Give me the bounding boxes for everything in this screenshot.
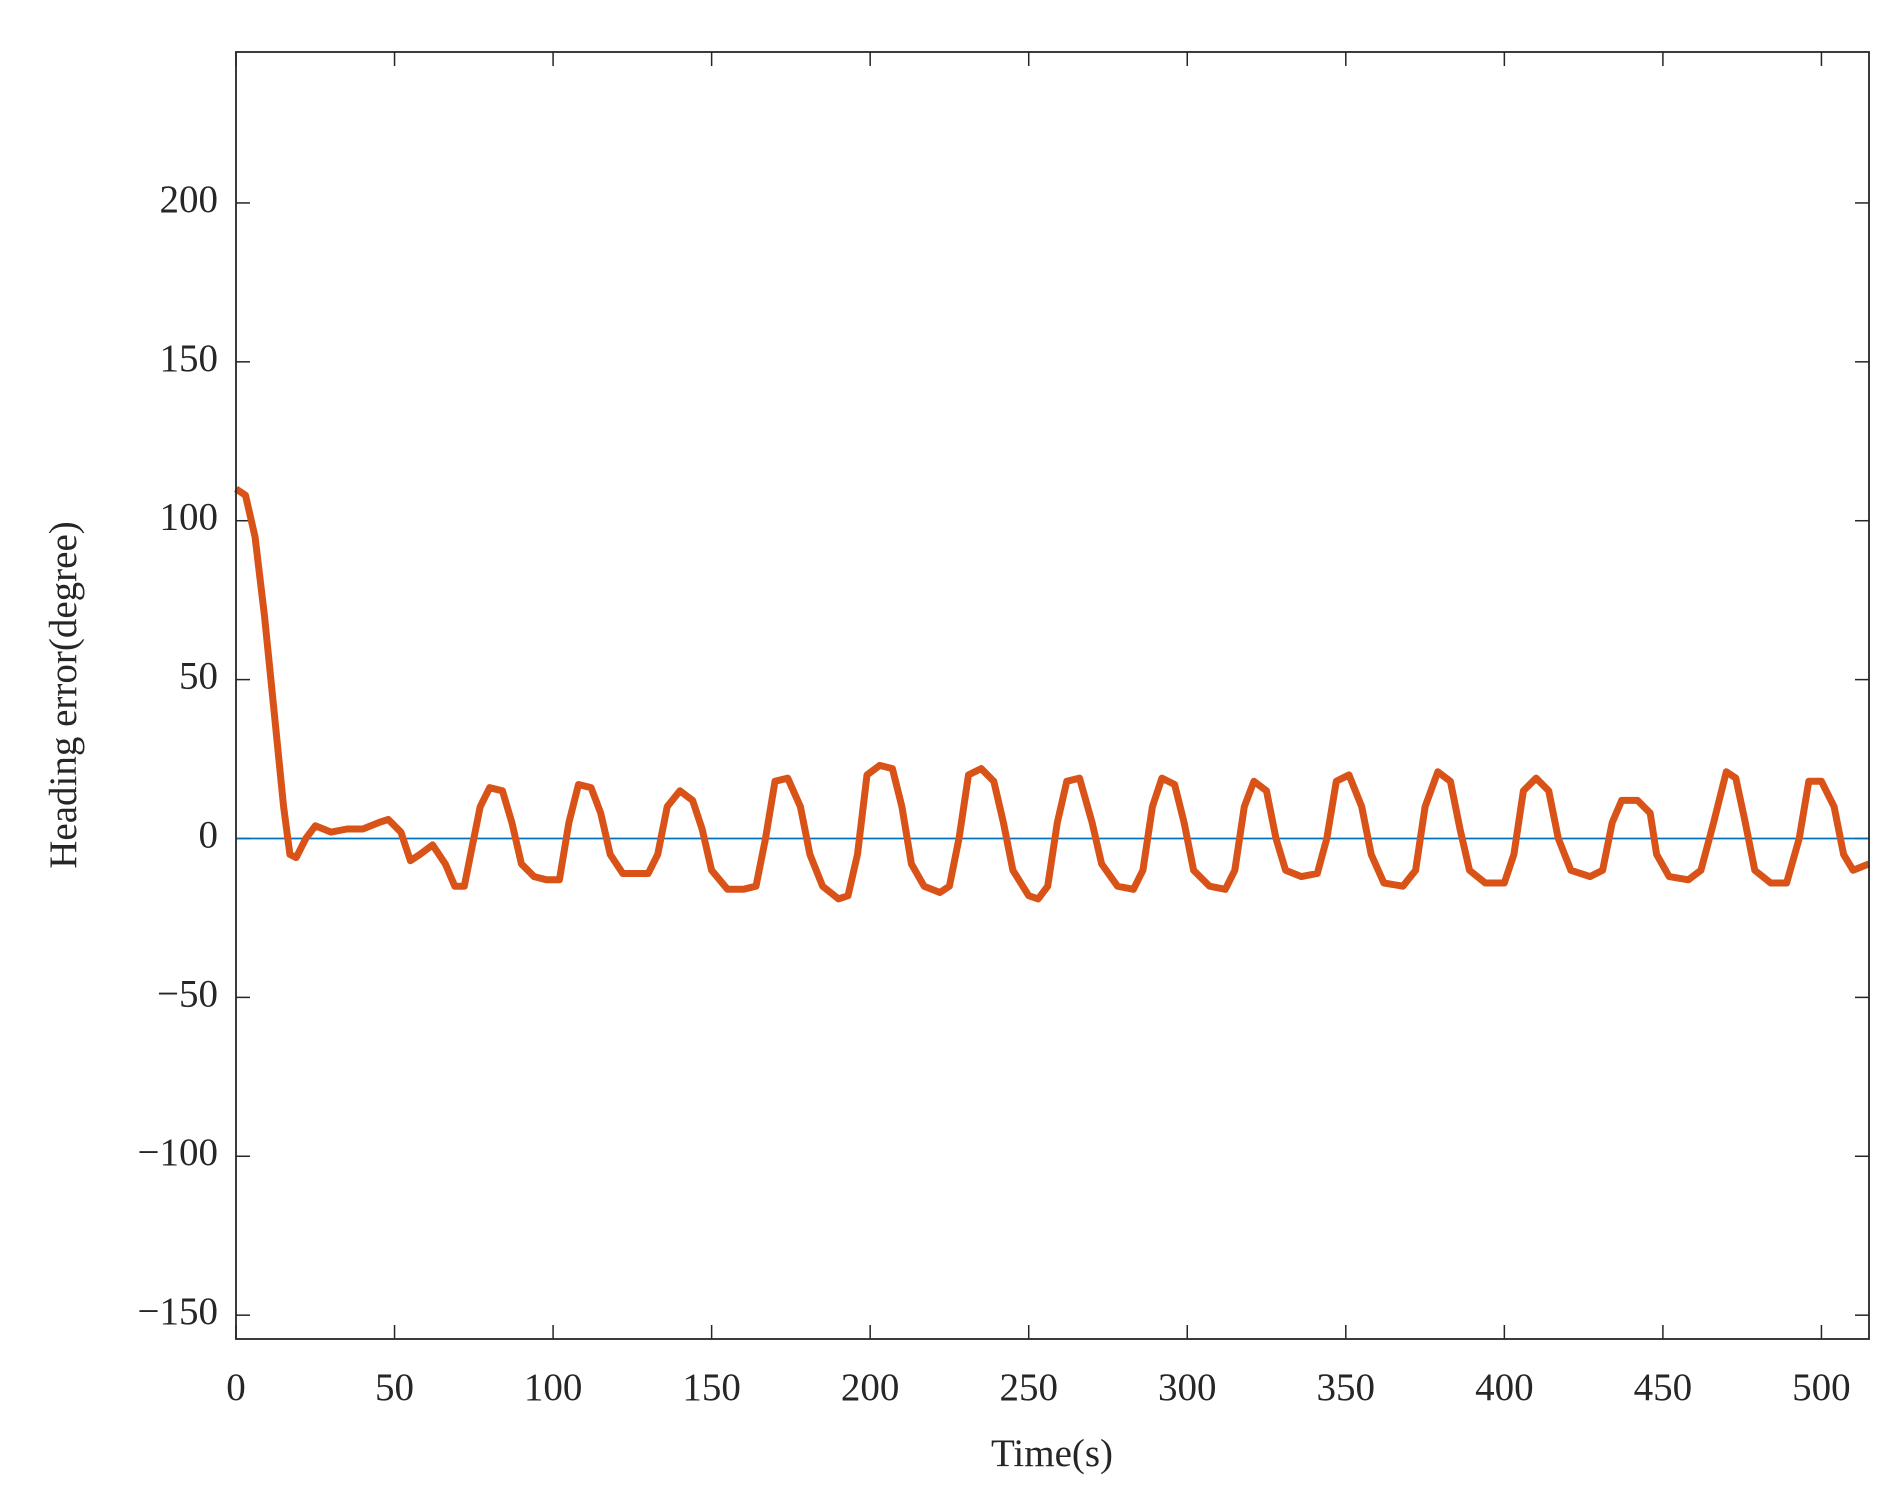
x-tick-label: 150: [682, 1366, 741, 1409]
x-tick-label: 350: [1317, 1366, 1376, 1409]
y-tick-label: −150: [138, 1290, 219, 1333]
y-tick-label: 150: [160, 337, 219, 380]
y-tick-label: −100: [138, 1131, 219, 1174]
plot-frame: [235, 51, 1870, 1340]
y-tick-label: 100: [160, 496, 219, 539]
data-line: [234, 485, 1871, 903]
y-tick-label: 0: [199, 813, 219, 856]
x-tick-label: 100: [524, 1366, 583, 1409]
x-tick-label: 300: [1158, 1366, 1217, 1409]
y-axis-title: Heading error(degree): [42, 521, 85, 869]
x-tick-label: 500: [1792, 1366, 1851, 1409]
y-tick-label: 200: [160, 178, 219, 221]
x-tick-label: 0: [226, 1366, 246, 1409]
x-tick-label: 200: [841, 1366, 900, 1409]
x-tick-label: 250: [999, 1366, 1058, 1409]
x-tick-label: 450: [1634, 1366, 1693, 1409]
x-axis-title: Time(s): [991, 1432, 1113, 1475]
y-tick-label: 50: [179, 655, 218, 698]
y-tick-label: −50: [157, 972, 218, 1015]
x-tick-label: 400: [1475, 1366, 1534, 1409]
x-tick-label: 50: [375, 1366, 414, 1409]
